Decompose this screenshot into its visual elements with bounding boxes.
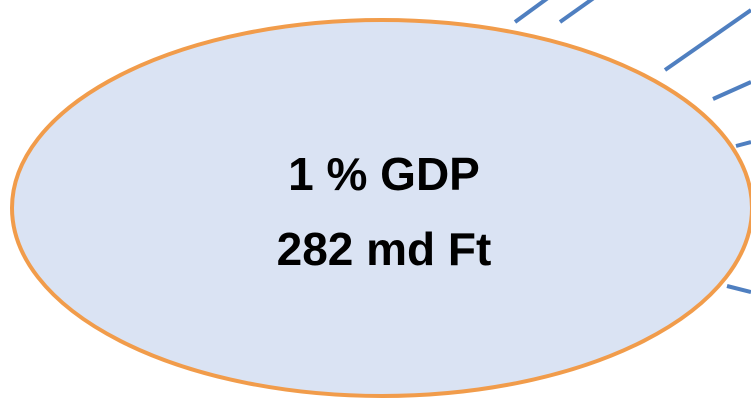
- connector-line: [558, 0, 595, 24]
- connector-line: [726, 284, 751, 294]
- connector-line: [712, 80, 751, 101]
- connector-line: [663, 8, 751, 72]
- connector-line: [513, 0, 549, 24]
- gdp-amount-label: 282 md Ft: [277, 223, 492, 275]
- connector-line: [735, 140, 751, 148]
- gdp-percent-label: 1 % GDP: [288, 148, 480, 200]
- connector-lines: [513, 0, 751, 294]
- gdp-ellipse-node: [10, 18, 751, 398]
